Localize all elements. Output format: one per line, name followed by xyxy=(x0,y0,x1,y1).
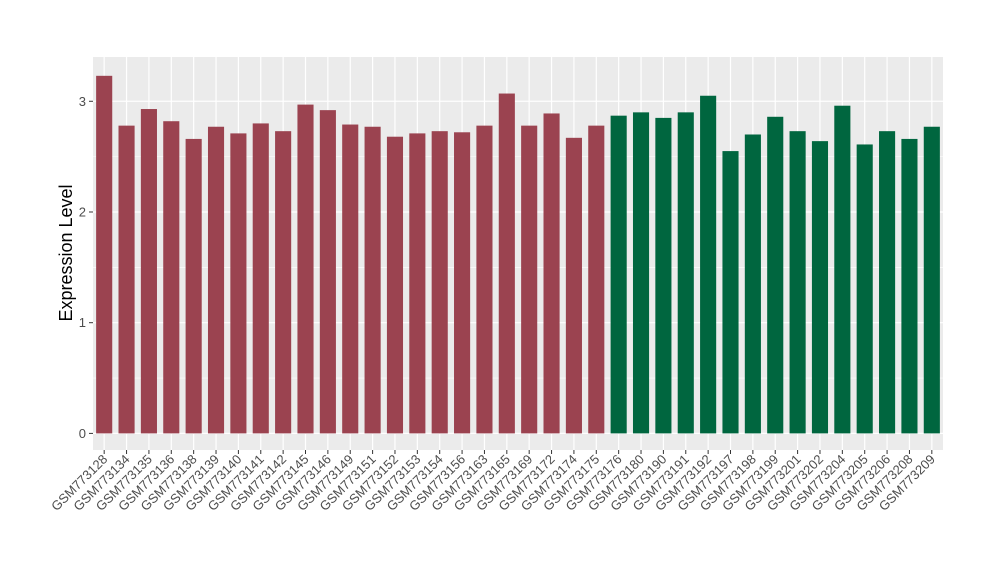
bar-GSM773142 xyxy=(275,131,292,434)
bar-GSM773134 xyxy=(118,125,135,434)
bar-GSM773198 xyxy=(744,134,761,434)
bar-GSM773204 xyxy=(834,105,851,434)
y-tick-label: 1 xyxy=(79,315,86,330)
bar-GSM773191 xyxy=(677,112,694,434)
bar-GSM773165 xyxy=(498,93,515,434)
bar-GSM773175 xyxy=(588,125,605,434)
bar-GSM773152 xyxy=(386,136,404,434)
bar-GSM773192 xyxy=(700,95,717,434)
bar-GSM773136 xyxy=(163,121,180,434)
bar-GSM773141 xyxy=(252,123,269,434)
bar-GSM773154 xyxy=(431,131,448,434)
x-axis: GSM773128GSM773134GSM773135GSM773136GSM7… xyxy=(48,450,938,514)
bar-GSM773140 xyxy=(230,133,247,434)
bar-GSM773138 xyxy=(185,138,202,434)
bars xyxy=(96,75,940,434)
y-tick-label: 3 xyxy=(79,94,86,109)
y-tick-label: 0 xyxy=(79,426,86,441)
bar-GSM773172 xyxy=(543,113,560,434)
bar-GSM773176 xyxy=(610,115,627,434)
bar-GSM773199 xyxy=(767,116,784,434)
y-axis: 0 1 2 3 xyxy=(79,94,93,441)
bar-GSM773206 xyxy=(879,131,896,434)
bar-GSM773149 xyxy=(342,124,359,434)
bar-GSM773180 xyxy=(632,112,650,434)
bar-GSM773156 xyxy=(454,132,471,434)
bar-GSM773209 xyxy=(923,126,940,434)
bar-GSM773201 xyxy=(789,131,806,434)
bar-GSM773169 xyxy=(521,125,538,434)
bar-GSM773163 xyxy=(476,125,493,434)
bar-GSM773205 xyxy=(856,144,873,434)
y-tick-label: 2 xyxy=(79,204,86,219)
bar-GSM773197 xyxy=(722,151,739,434)
bar-GSM773128 xyxy=(96,75,113,434)
bar-GSM773135 xyxy=(140,109,157,434)
bar-GSM773139 xyxy=(207,126,225,434)
bar-GSM773145 xyxy=(297,104,314,434)
bar-GSM773208 xyxy=(901,138,918,434)
bar-GSM773153 xyxy=(409,133,426,434)
bar-GSM773146 xyxy=(319,110,336,434)
bar-GSM773174 xyxy=(565,137,582,434)
bar-GSM773202 xyxy=(811,141,829,434)
bar-GSM773151 xyxy=(364,126,381,434)
bar-GSM773190 xyxy=(655,117,672,434)
y-axis-label: Expression Level xyxy=(56,184,76,321)
